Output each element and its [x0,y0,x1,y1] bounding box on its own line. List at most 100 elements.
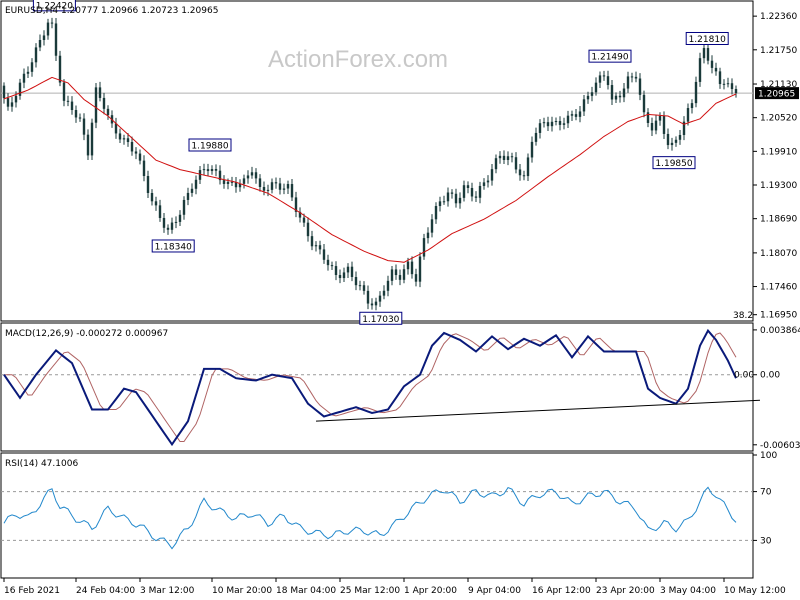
candle-body [170,222,174,230]
candle-body [630,76,634,78]
x-tick-label: 18 Mar 04:00 [276,586,336,596]
candle-body [118,133,122,140]
annotation-label: 1.19880 [191,141,228,151]
x-tick-label: 10 Mar 20:00 [212,586,272,596]
x-tick-label: 25 Mar 12:00 [340,586,400,596]
candle-body [394,269,398,276]
candle-body [494,158,498,170]
candle-body [478,185,482,198]
candle-body [250,172,254,176]
candle-body [294,197,298,212]
price-y-tick-label: 1.21750 [760,46,797,56]
candle-body [154,201,158,206]
candle-body [570,114,574,116]
candle-body [682,121,686,136]
moving-average-line [3,76,737,263]
x-tick-label: 3 May 04:00 [660,586,716,596]
macd-header: MACD(12,26,9) -0.000272 0.000967 [5,329,168,339]
candle-body [282,188,286,190]
candle-body [446,192,450,202]
candle-body [6,98,10,107]
candle-body [42,35,46,40]
candle-body [390,269,394,281]
annotation-box [685,31,729,45]
candle-body [50,22,54,24]
candle-body [650,122,654,131]
price-y-tick-label: 1.19910 [760,147,797,157]
candle-body [226,181,230,184]
macd-y-tick-label: 0.003864 [760,326,800,336]
candle-body [78,117,82,119]
candle-body [306,222,310,237]
candle-body [406,261,410,270]
candle-body [666,133,670,146]
candle-body [126,138,130,143]
price-y-tick-label: 1.16950 [760,311,797,321]
candle-body [674,139,678,143]
candle-body [270,182,274,190]
candle-body [298,211,302,218]
candle-body [678,135,682,140]
candle-body [334,266,338,276]
candle-body [46,22,50,36]
candle-body [530,141,534,158]
candle-body [286,184,290,189]
candle-body [318,245,322,250]
annotation-label: 1.21490 [591,53,628,63]
candle-body [470,187,474,197]
candle-body [362,285,366,291]
candle-body [22,73,26,83]
candle-body [734,88,738,94]
candle-body [490,169,494,181]
candle-body [198,170,202,180]
macd-right-value: 0.00 [734,371,754,381]
price-y-tick-label: 1.18070 [760,249,797,259]
macd-panel-frame [0,322,754,452]
candle-body [662,116,666,134]
annotation-box [151,239,195,253]
price-y-tick-label: 1.17460 [760,283,797,293]
annotation-label: 1.17030 [362,315,399,325]
candle-body [246,175,250,179]
candle-body [602,75,606,77]
candle-body [374,301,378,306]
annotation-label: 1.22420 [36,1,73,11]
candle-body [206,169,210,172]
candle-body [54,23,58,56]
candle-body [230,181,234,183]
candle-body [618,95,622,98]
candle-body [706,48,710,61]
candle-body [66,100,70,102]
candle-body [686,108,690,122]
candle-body [202,169,206,171]
candle-body [386,280,390,291]
candle-body [94,87,98,123]
candle-body [138,153,142,161]
candle-body [722,83,726,85]
candle-body [350,266,354,277]
candle-body [422,238,426,257]
macd-line [3,328,737,447]
annotation-label: 1.18340 [155,242,192,252]
candle-body [58,55,62,83]
candle-body [234,182,238,188]
candle-body [102,97,106,109]
candle-body [254,172,258,179]
candle-body [638,78,642,95]
candle-body [82,118,86,135]
candle-body [622,88,626,98]
candle-body [398,275,402,280]
candle-body [482,182,486,186]
candle-body [262,186,266,191]
candle-body [2,85,6,99]
candle-body [426,232,430,239]
candle-body [62,82,66,101]
candle-body [434,206,438,220]
candle-body [614,95,618,100]
current-price-badge [755,87,799,100]
candle-body [462,185,466,198]
axis-layer: 1.22360 1.21750 1.21130 1.20520 1.19910 1.193… [3,12,800,596]
annotation-box [32,0,76,12]
candle-body [522,175,526,177]
